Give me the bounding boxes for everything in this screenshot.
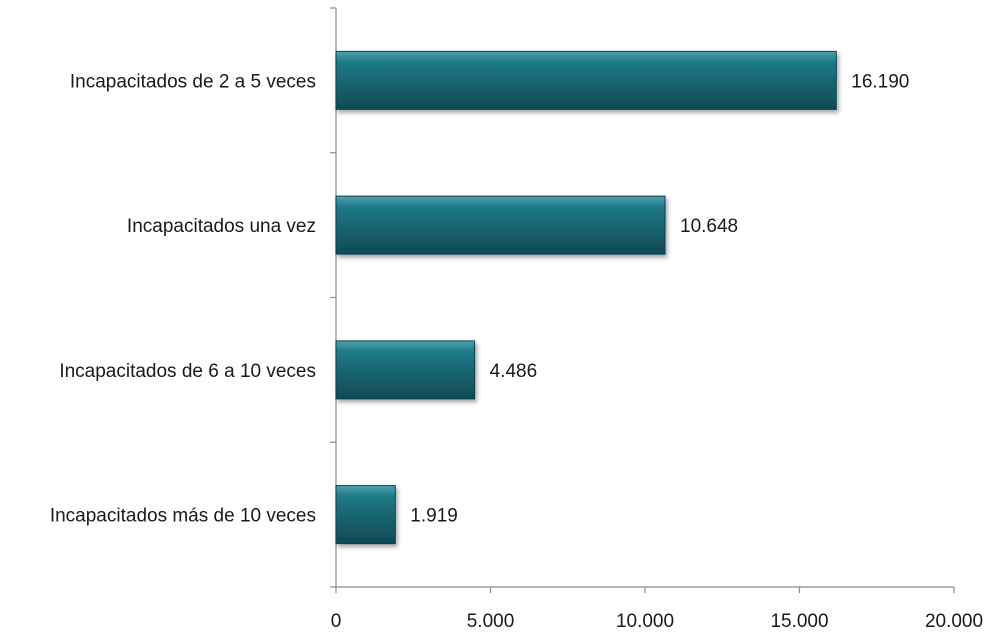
data-label: 1.919 — [410, 506, 458, 527]
data-label: 4.486 — [490, 361, 538, 382]
data-label: 16.190 — [851, 71, 909, 92]
bar — [335, 50, 837, 110]
x-tick-label: 0 — [331, 611, 342, 632]
plot-area: 0 5.000 10.000 15.000 20.000 Incapacitados de… — [50, 7, 983, 632]
bar — [335, 485, 396, 545]
category-label: Incapacitados una vez — [127, 216, 316, 237]
category-label: Incapacitados más de 10 veces — [50, 506, 316, 527]
bar — [335, 340, 476, 400]
bar — [335, 195, 666, 255]
category-label: Incapacitados de 2 a 5 veces — [70, 71, 316, 92]
x-tick-label: 10.000 — [616, 611, 674, 632]
x-tick-label: 20.000 — [925, 611, 983, 632]
category-label: Incapacitados de 6 a 10 veces — [59, 361, 316, 382]
data-label: 10.648 — [680, 216, 738, 237]
x-tick-label: 5.000 — [467, 611, 515, 632]
x-tick-label: 15.000 — [770, 611, 828, 632]
